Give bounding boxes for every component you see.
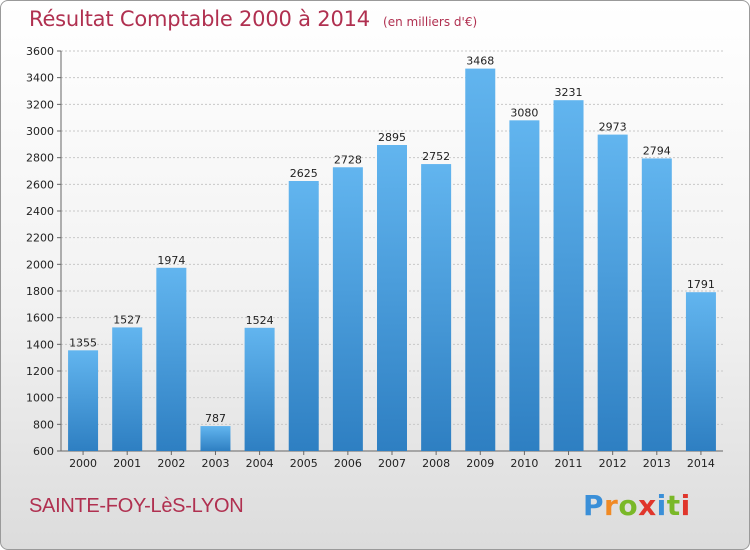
x-tick-label-2005: 2005	[290, 457, 318, 470]
bar-2013	[641, 158, 672, 451]
y-tick-label: 3400	[26, 72, 54, 85]
logo-letter: t	[666, 489, 681, 522]
y-tick-label: 1200	[26, 365, 54, 378]
x-tick-label-2003: 2003	[201, 457, 229, 470]
bar-2002	[156, 267, 187, 451]
bars	[68, 68, 716, 452]
value-label-2006: 2728	[334, 153, 362, 166]
y-tick-label: 3200	[26, 98, 54, 111]
bar-2014	[685, 292, 716, 451]
value-label-2007: 2895	[378, 131, 406, 144]
x-tick-label-2004: 2004	[246, 457, 274, 470]
value-label-2011: 3231	[555, 86, 583, 99]
value-label-2004: 1524	[246, 314, 274, 327]
bar-2001	[112, 327, 143, 451]
logo-letter: x	[638, 489, 657, 522]
value-label-2002: 1974	[157, 254, 185, 267]
x-tick-label-2006: 2006	[334, 457, 362, 470]
x-tick-label-2008: 2008	[422, 457, 450, 470]
x-tick-label-2000: 2000	[69, 457, 97, 470]
logo-letter: i	[656, 489, 667, 522]
logo-letter: P	[583, 489, 605, 522]
x-tick-label-2002: 2002	[157, 457, 185, 470]
y-tick-label: 1600	[26, 312, 54, 325]
value-label-2001: 1527	[113, 313, 141, 326]
y-tick-label: 800	[33, 418, 54, 431]
y-tick-label: 1400	[26, 338, 54, 351]
bar-2005	[288, 181, 319, 451]
value-label-2010: 3080	[510, 106, 538, 119]
commune-name: SAINTE-FOY-LèS-LYON	[29, 495, 244, 517]
labels: 600 800 1000 1200 1400 1600 1800 2000 2200 2400 26…	[26, 45, 715, 470]
logo-letter: o	[618, 489, 639, 522]
bar-2007	[377, 145, 407, 451]
x-tick-label-2013: 2013	[643, 457, 671, 470]
x-tick-label-2014: 2014	[687, 457, 715, 470]
bar-2011	[553, 100, 584, 451]
y-tick-label: 2400	[26, 205, 54, 218]
bar-2010	[509, 120, 540, 451]
bar-2004	[244, 327, 275, 451]
bar-2006	[332, 167, 363, 451]
y-tick-label: 3000	[26, 125, 54, 138]
bar-2008	[421, 164, 452, 452]
y-tick-label: 2200	[26, 232, 54, 245]
value-label-2013: 2794	[643, 144, 671, 157]
x-tick-label-2007: 2007	[378, 457, 406, 470]
bar-2012	[597, 134, 628, 451]
y-tick-label: 3600	[26, 45, 54, 58]
y-tick-label: 2000	[26, 258, 54, 271]
bar-2003	[200, 426, 231, 451]
chart-header: Résultat Comptable 2000 à 2014 (en milli…	[29, 7, 477, 31]
value-label-2003: 787	[205, 412, 226, 425]
value-label-2000: 1355	[69, 336, 97, 349]
logo-letter: i	[680, 489, 691, 522]
proxiti-logo: Proxiti	[583, 489, 691, 522]
logo-letter: r	[604, 489, 619, 522]
chart-title: Résultat Comptable 2000 à 2014	[29, 7, 370, 31]
y-tick-label: 600	[33, 445, 54, 458]
x-tick-label-2001: 2001	[113, 457, 141, 470]
x-tick-label-2011: 2011	[555, 457, 583, 470]
bar-2009	[465, 68, 496, 451]
bar-2000	[68, 350, 99, 451]
value-label-2012: 2973	[599, 121, 627, 134]
y-tick-label: 1000	[26, 392, 54, 405]
y-tick-label: 2800	[26, 152, 54, 165]
x-tick-label-2010: 2010	[510, 457, 538, 470]
value-label-2008: 2752	[422, 150, 450, 163]
y-tick-label: 2600	[26, 178, 54, 191]
chart-unit: (en milliers d'€)	[383, 15, 478, 29]
value-label-2005: 2625	[290, 167, 318, 180]
value-label-2014: 1791	[687, 278, 715, 291]
x-tick-label-2009: 2009	[466, 457, 494, 470]
x-tick-label-2012: 2012	[599, 457, 627, 470]
y-tick-label: 1800	[26, 285, 54, 298]
value-label-2009: 3468	[466, 55, 494, 68]
